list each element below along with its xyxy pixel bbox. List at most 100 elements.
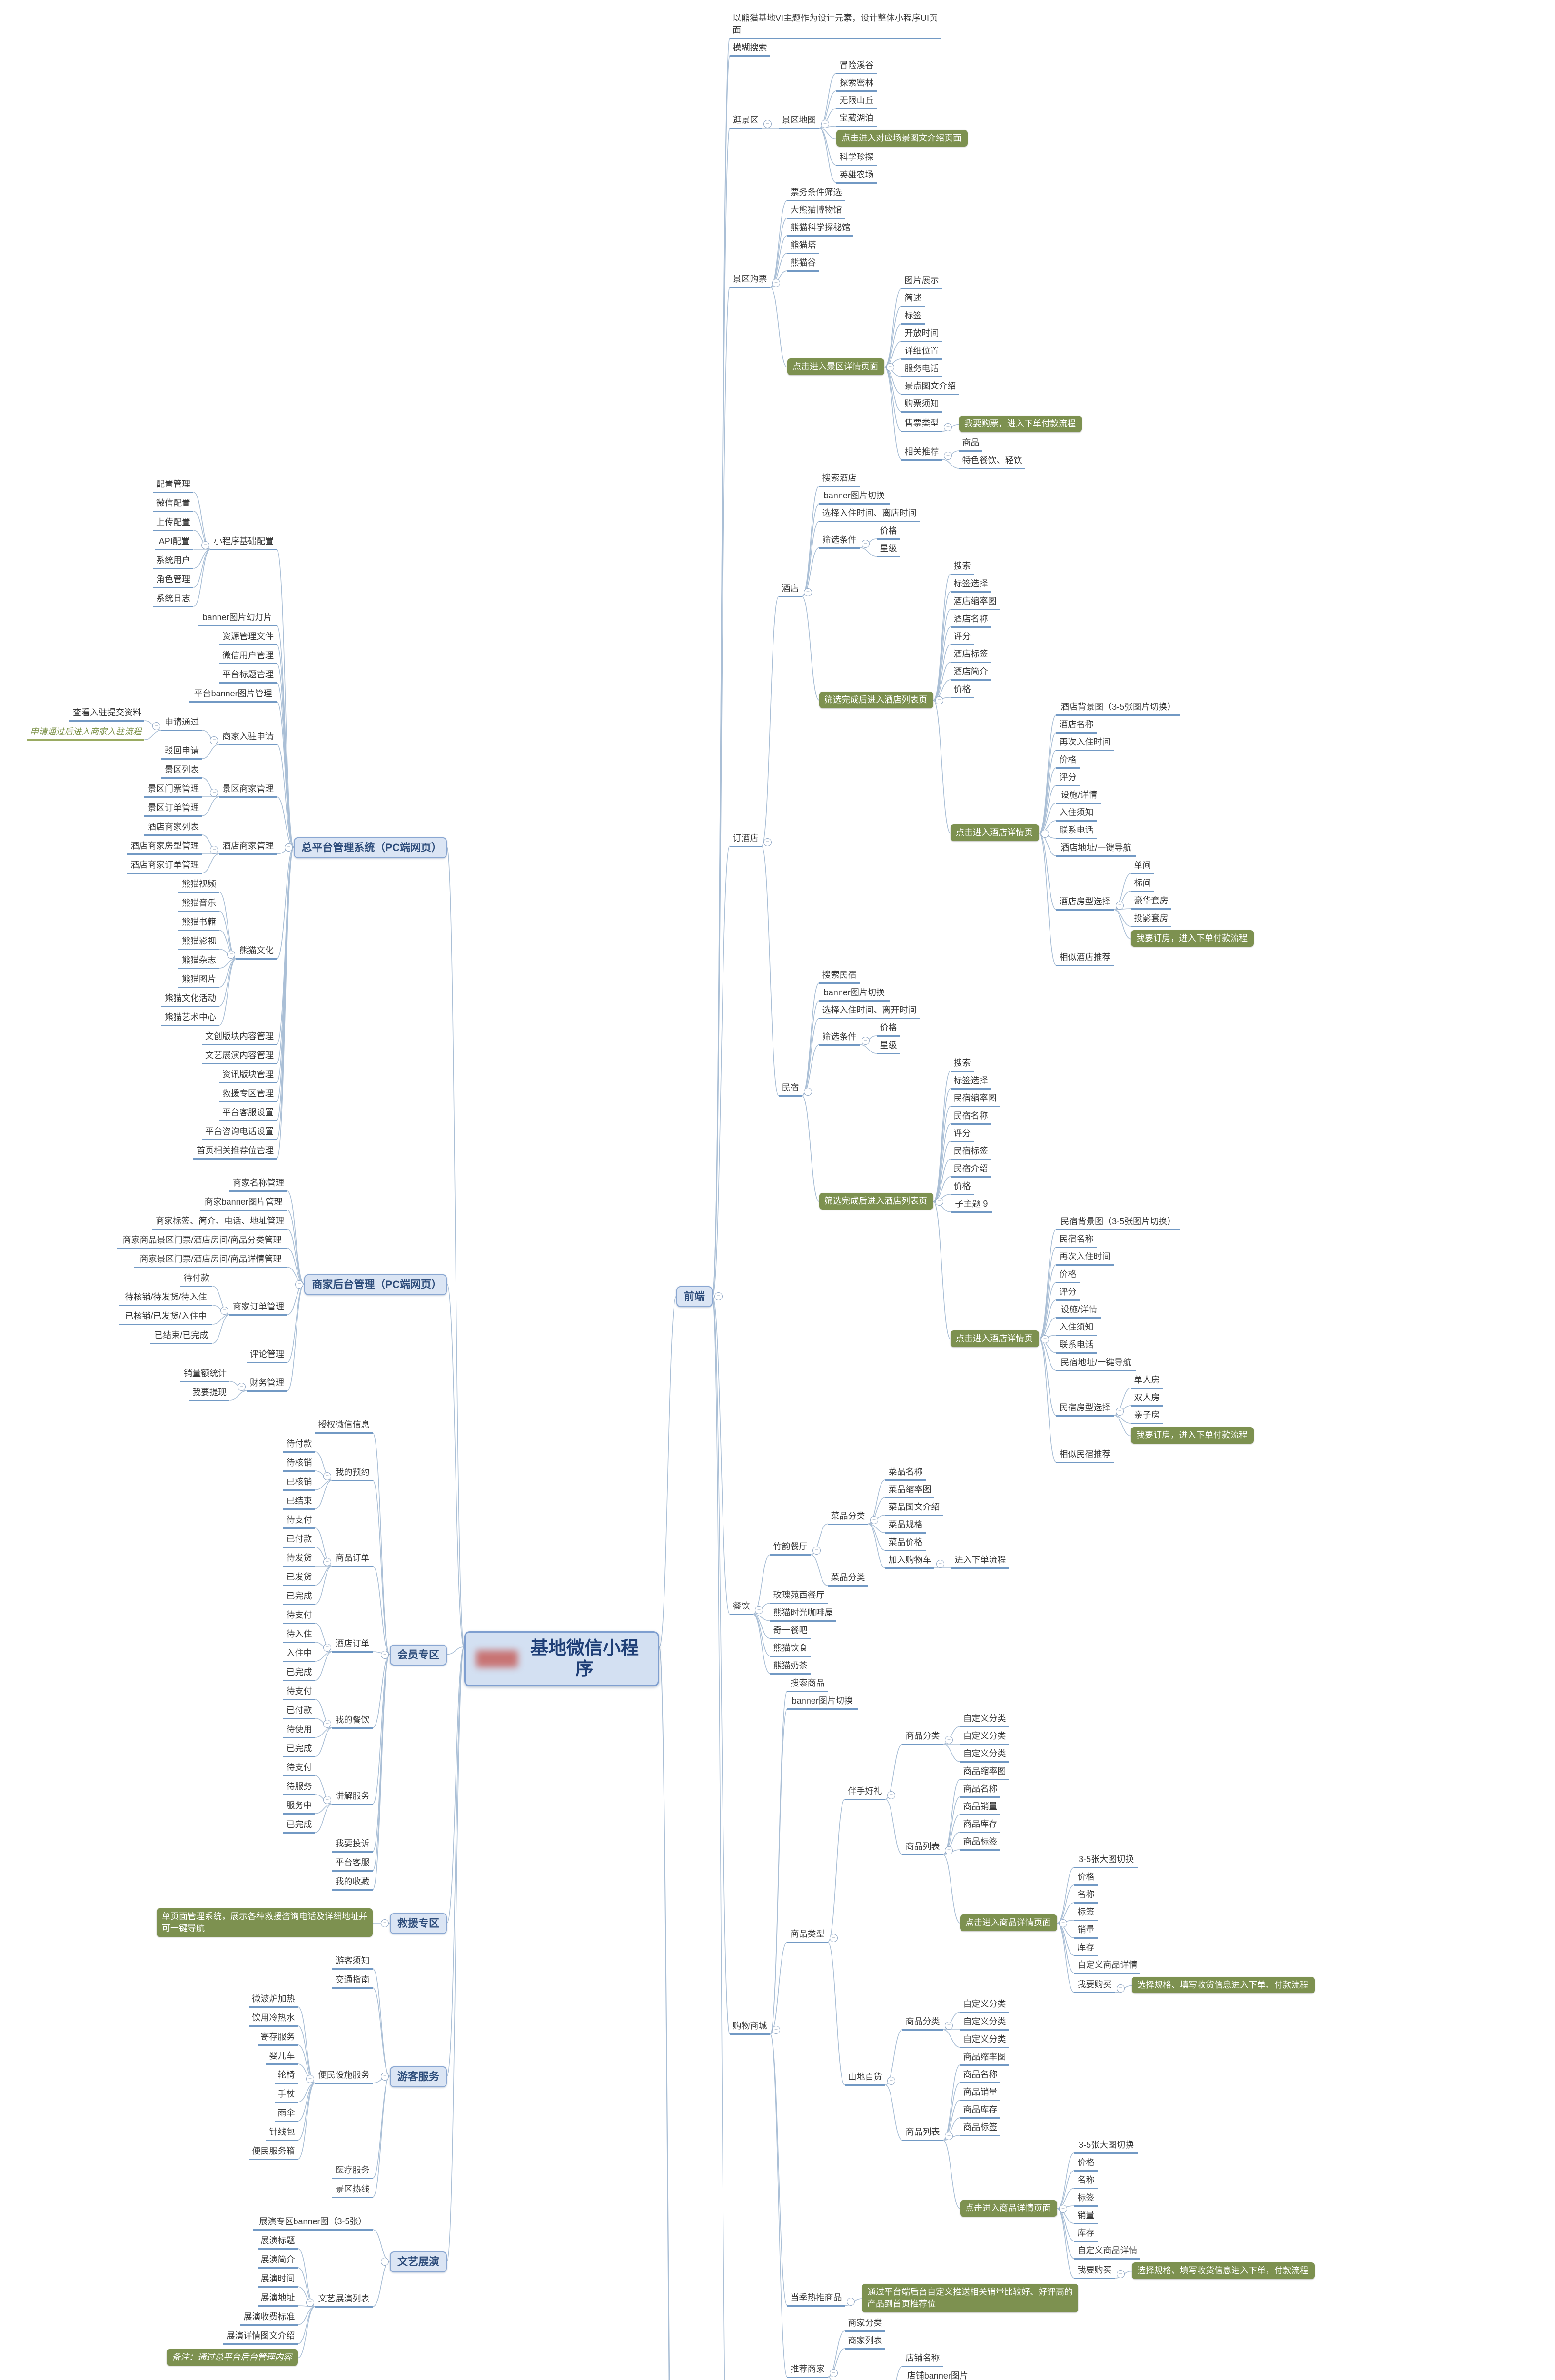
note-topic[interactable]: 单页面管理系统，展示各种救援咨询电话及详细地址并可一键导航 — [157, 1908, 373, 1937]
topic[interactable]: 熊猫艺术中心 — [161, 1012, 219, 1026]
topic[interactable]: 申请通过 — [161, 716, 202, 731]
topic[interactable]: 待核销 — [283, 1457, 315, 1472]
topic[interactable]: 特色餐饮、轻饮 — [959, 455, 1025, 469]
topic[interactable]: 我要购买 — [1074, 2264, 1115, 2279]
topic[interactable]: 设施/详情 — [1056, 789, 1102, 804]
topic[interactable]: 逛景区 — [730, 114, 762, 129]
collapse-toggle-icon[interactable]: − — [821, 120, 829, 128]
topic[interactable]: 科学珍探 — [836, 151, 877, 166]
note-topic[interactable]: 选择规格、填写收货信息进入下单，付款流程 — [1132, 2262, 1315, 2279]
topic[interactable]: 开放时间 — [901, 327, 942, 342]
topic[interactable]: 平台标题管理 — [219, 669, 277, 684]
topic[interactable]: 联系电话 — [1056, 1339, 1097, 1354]
note-topic[interactable]: 申请通过后进入商家入驻流程 — [27, 726, 145, 741]
topic[interactable]: 价格 — [951, 684, 974, 698]
topic[interactable]: 我要购买 — [1074, 1979, 1115, 1993]
topic[interactable]: 销量 — [1074, 2210, 1098, 2224]
collapse-toggle-icon[interactable]: − — [1059, 1919, 1067, 1927]
topic[interactable]: 搜索民宿 — [819, 969, 860, 984]
topic[interactable]: 商家banner图片管理 — [199, 1196, 287, 1211]
topic[interactable]: 民宿名称 — [951, 1110, 991, 1125]
topic[interactable]: 熊猫奶茶 — [770, 1660, 811, 1675]
topic[interactable]: 冒险溪谷 — [836, 60, 877, 74]
topic[interactable]: 展演地址 — [258, 2292, 298, 2307]
topic[interactable]: 资源管理文件 — [219, 631, 277, 645]
topic[interactable]: 微信配置 — [153, 497, 194, 512]
topic[interactable]: 自定义商品详情 — [1074, 2245, 1140, 2260]
note-topic[interactable]: 点击进入酒店详情页 — [951, 824, 1039, 841]
topic[interactable]: 无限山丘 — [836, 95, 877, 109]
topic[interactable]: 待发货 — [283, 1552, 315, 1567]
branch-topic[interactable]: 前端 — [676, 1286, 713, 1308]
topic[interactable]: 民宿名称 — [1056, 1233, 1097, 1248]
topic[interactable]: banner图片切换 — [819, 987, 890, 1002]
topic[interactable]: 子主题 9 — [951, 1198, 992, 1213]
collapse-toggle-icon[interactable]: − — [935, 1198, 943, 1206]
topic[interactable]: 查看入驻提交资料 — [69, 707, 145, 722]
topic[interactable]: 价格 — [1056, 1269, 1080, 1283]
topic[interactable]: 熊猫时光咖啡屋 — [770, 1607, 836, 1622]
collapse-toggle-icon[interactable]: − — [1041, 1335, 1049, 1343]
topic[interactable]: 便民服务箱 — [249, 2145, 298, 2160]
topic[interactable]: 服务电话 — [901, 363, 942, 377]
topic[interactable]: 菜品图文介绍 — [885, 1501, 943, 1516]
topic[interactable]: 熊猫饮食 — [770, 1642, 811, 1657]
topic[interactable]: 民宿标签 — [951, 1145, 991, 1160]
topic[interactable]: 菜品名称 — [885, 1466, 926, 1481]
topic[interactable]: banner图片切换 — [787, 1695, 858, 1710]
topic[interactable]: 价格 — [877, 525, 900, 540]
topic[interactable]: 熊猫谷 — [787, 257, 819, 272]
topic[interactable]: 文艺展演内容管理 — [202, 1050, 277, 1064]
topic[interactable]: 展演详情图文介绍 — [223, 2330, 298, 2345]
topic[interactable]: 讲解服务 — [332, 1790, 373, 1805]
topic[interactable]: 资讯版块管理 — [219, 1069, 277, 1083]
topic[interactable]: 酒店名称 — [951, 613, 991, 628]
topic[interactable]: 入住须知 — [1056, 1321, 1097, 1336]
topic[interactable]: 选择入住时间、离店时间 — [819, 507, 920, 522]
topic[interactable]: 酒店商家订单管理 — [127, 859, 202, 874]
topic[interactable]: 我要提现 — [189, 1387, 230, 1401]
topic[interactable]: 玫瑰苑西餐厅 — [770, 1589, 828, 1604]
topic[interactable]: 竹韵餐厅 — [770, 1541, 811, 1556]
collapse-toggle-icon[interactable]: − — [1117, 2270, 1125, 2278]
topic[interactable]: 选择入住时间、离开时间 — [819, 1004, 920, 1019]
topic[interactable]: API配置 — [155, 536, 194, 550]
collapse-toggle-icon[interactable]: − — [238, 1383, 246, 1391]
topic[interactable]: 民宿缩率图 — [951, 1092, 1000, 1107]
topic[interactable]: 商家标签、简介、电话、地址管理 — [152, 1215, 287, 1230]
topic[interactable]: 便民设施服务 — [315, 2069, 373, 2084]
topic[interactable]: 平台客服 — [332, 1857, 373, 1872]
topic[interactable]: 待付款 — [283, 1438, 315, 1453]
topic[interactable]: 民宿介绍 — [951, 1163, 991, 1178]
topic[interactable]: 平台banner图片管理 — [189, 688, 277, 703]
topic[interactable]: 菜品分类 — [828, 1510, 868, 1525]
topic[interactable]: 熊猫书籍 — [178, 916, 219, 931]
topic[interactable]: 酒店房型选择 — [1056, 896, 1114, 911]
topic[interactable]: 待入住 — [283, 1628, 315, 1643]
collapse-toggle-icon[interactable]: − — [763, 120, 772, 128]
topic[interactable]: 单人房 — [1131, 1374, 1163, 1389]
topic[interactable]: 票务条件筛选 — [787, 187, 845, 201]
branch-topic[interactable]: 商家后台管理（PC端网页） — [304, 1274, 447, 1295]
topic[interactable]: 商家名称管理 — [229, 1177, 287, 1192]
topic[interactable]: 搜索商品 — [787, 1677, 828, 1692]
collapse-toggle-icon[interactable]: − — [295, 1280, 304, 1289]
topic[interactable]: 自定义分类 — [960, 1748, 1009, 1763]
topic[interactable]: 自定义分类 — [960, 2033, 1009, 2048]
topic[interactable]: 推荐商家 — [787, 2363, 828, 2378]
collapse-toggle-icon[interactable]: − — [886, 363, 894, 372]
topic[interactable]: 酒店商家管理 — [219, 840, 277, 855]
topic[interactable]: 3-5张大图切换 — [1074, 2139, 1139, 2154]
topic[interactable]: 价格 — [1074, 1871, 1098, 1886]
topic[interactable]: 搜索酒店 — [819, 472, 860, 487]
topic[interactable]: 系统日志 — [153, 593, 194, 607]
topic[interactable]: 手杖 — [275, 2088, 298, 2103]
collapse-toggle-icon[interactable]: − — [381, 2257, 389, 2266]
topic[interactable]: 熊猫视频 — [178, 878, 219, 893]
topic[interactable]: 名称 — [1074, 1889, 1098, 1904]
topic[interactable]: 销量 — [1074, 1924, 1098, 1939]
topic[interactable]: 相关推荐 — [901, 446, 942, 461]
collapse-toggle-icon[interactable]: − — [812, 1547, 821, 1555]
topic[interactable]: 商品库存 — [960, 2104, 1000, 2119]
topic[interactable]: 酒店缩率图 — [951, 595, 1000, 610]
